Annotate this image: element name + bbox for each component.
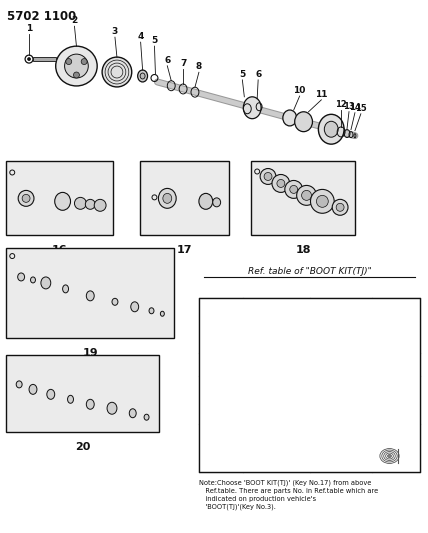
Ellipse shape: [16, 381, 22, 388]
Ellipse shape: [283, 110, 297, 126]
Ellipse shape: [65, 54, 88, 78]
Bar: [140, 160, 229, 235]
Circle shape: [277, 180, 285, 188]
Text: 6: 6: [255, 70, 261, 79]
Text: MB175889: MB175889: [319, 450, 357, 456]
Text: Note:Choose 'BOOT KIT(TJ)' (Key No.17) from above
   Ref.table. There are parts : Note:Choose 'BOOT KIT(TJ)' (Key No.17) f…: [199, 480, 378, 510]
Circle shape: [74, 72, 80, 78]
Text: :3: :3: [11, 360, 19, 368]
Ellipse shape: [86, 291, 94, 301]
Ellipse shape: [144, 414, 149, 420]
Circle shape: [66, 59, 72, 64]
Text: 5: 5: [239, 70, 246, 79]
Ellipse shape: [18, 273, 24, 281]
Circle shape: [85, 199, 95, 209]
Text: 13: 13: [343, 102, 355, 111]
Ellipse shape: [86, 399, 94, 409]
Text: 18: 18: [295, 245, 311, 255]
Circle shape: [94, 199, 106, 211]
Ellipse shape: [324, 122, 338, 137]
Circle shape: [22, 195, 30, 203]
Ellipse shape: [199, 193, 213, 209]
Circle shape: [18, 190, 34, 206]
Text: MB257339: MB257339: [258, 445, 295, 451]
Text: MB297454: MB297454: [319, 440, 356, 446]
Text: MB176164: MB176164: [258, 397, 295, 403]
Ellipse shape: [107, 402, 117, 414]
Ellipse shape: [158, 188, 176, 208]
Text: 12: 12: [335, 100, 347, 109]
Text: 1: 1: [26, 24, 32, 33]
Ellipse shape: [41, 277, 51, 289]
Bar: [6, 248, 174, 337]
Text: 19: 19: [83, 348, 98, 358]
Bar: [199, 298, 420, 472]
Text: 14: 14: [349, 103, 361, 112]
Text: Part Name: Part Name: [201, 322, 237, 328]
Ellipse shape: [213, 198, 220, 207]
Text: 10: 10: [294, 86, 306, 95]
Text: 16: 16: [52, 245, 68, 255]
Text: 20: 20: [75, 442, 91, 452]
Text: 5: 5: [152, 36, 158, 45]
Text: 11: 11: [315, 90, 327, 99]
Ellipse shape: [131, 302, 139, 312]
Text: MB175851: MB175851: [319, 397, 357, 403]
Circle shape: [316, 196, 328, 207]
Text: Ref. table of "BOOT KIT(TJ)": Ref. table of "BOOT KIT(TJ)": [248, 267, 372, 276]
Circle shape: [27, 58, 30, 61]
Bar: [6, 160, 113, 235]
Bar: [33, 57, 56, 61]
Ellipse shape: [55, 192, 71, 211]
Ellipse shape: [102, 57, 132, 87]
Ellipse shape: [47, 389, 55, 399]
Ellipse shape: [62, 285, 68, 293]
Bar: [251, 160, 355, 235]
Circle shape: [332, 199, 348, 215]
Circle shape: [302, 190, 312, 200]
Ellipse shape: [244, 97, 261, 119]
Circle shape: [74, 197, 86, 209]
Text: BOOT(TJ): BOOT(TJ): [321, 321, 360, 330]
Ellipse shape: [318, 114, 344, 144]
Ellipse shape: [160, 311, 164, 316]
Circle shape: [297, 185, 316, 205]
Circle shape: [310, 189, 334, 213]
Text: 17: 17: [271, 360, 282, 369]
Text: 4: 4: [137, 32, 144, 41]
Circle shape: [285, 181, 303, 198]
Text: BOOT KIT(TJ): BOOT KIT(TJ): [248, 321, 304, 330]
Circle shape: [272, 174, 290, 192]
Ellipse shape: [68, 395, 74, 403]
Circle shape: [264, 173, 272, 181]
Circle shape: [336, 203, 344, 211]
Ellipse shape: [29, 384, 37, 394]
Bar: [6, 354, 159, 432]
Text: 7: 7: [180, 59, 186, 68]
Text: 3: 3: [338, 360, 343, 369]
Text: 17: 17: [176, 245, 192, 255]
Ellipse shape: [112, 298, 118, 305]
Text: 8: 8: [196, 62, 202, 71]
Text: Key No.: Key No.: [201, 361, 227, 367]
Ellipse shape: [138, 70, 148, 82]
Text: 6: 6: [164, 56, 170, 65]
Text: 15: 15: [355, 104, 367, 113]
Text: Location of
indicated
Part No.: Location of indicated Part No.: [374, 381, 410, 398]
Ellipse shape: [163, 193, 172, 203]
Text: 2: 2: [71, 17, 77, 25]
Ellipse shape: [30, 277, 36, 283]
Ellipse shape: [140, 73, 145, 79]
Ellipse shape: [56, 46, 97, 86]
Circle shape: [81, 59, 87, 64]
Ellipse shape: [129, 409, 136, 418]
Text: 5702 1100: 5702 1100: [7, 10, 77, 23]
Circle shape: [260, 168, 276, 184]
Circle shape: [290, 185, 297, 193]
Ellipse shape: [295, 112, 312, 132]
Text: Part  No.: Part No.: [201, 421, 231, 427]
Ellipse shape: [149, 308, 154, 314]
Text: 3: 3: [112, 27, 118, 36]
